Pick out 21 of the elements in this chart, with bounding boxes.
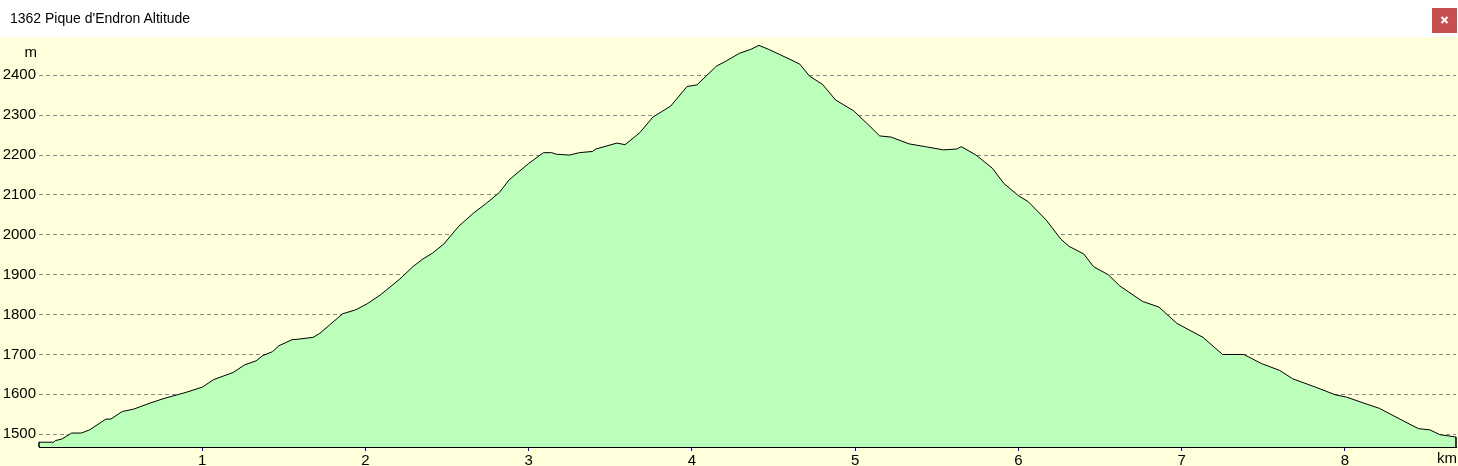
chart-title: 1362 Pique d'Endron Altitude	[10, 9, 191, 27]
x-tick-label: 4	[687, 451, 697, 466]
y-tick-label: 2100	[2, 185, 36, 203]
y-axis-title: m	[24, 43, 37, 60]
y-tick-label: 2400	[2, 65, 36, 83]
x-tick-label: 2	[361, 451, 370, 466]
y-tick-label: 2000	[2, 224, 36, 242]
y-tick-label: 1900	[2, 264, 36, 282]
x-tick-label: 6	[1014, 451, 1023, 466]
x-tick-label: 5	[851, 451, 860, 466]
y-tick-label: 2200	[2, 145, 36, 163]
y-tick-label: 1700	[2, 344, 36, 362]
y-tick-label: 1500	[2, 424, 36, 442]
x-tick-label: 3	[524, 451, 533, 466]
x-tick-label: 7	[1177, 451, 1186, 466]
y-tick-label: 1600	[2, 384, 36, 402]
x-axis-title: km	[1437, 448, 1457, 466]
y-tick-label: 1800	[2, 304, 36, 322]
x-tick-label: 1	[198, 451, 207, 466]
x-tick-label: 8	[1340, 451, 1350, 466]
y-tick-label: 2300	[2, 105, 36, 123]
